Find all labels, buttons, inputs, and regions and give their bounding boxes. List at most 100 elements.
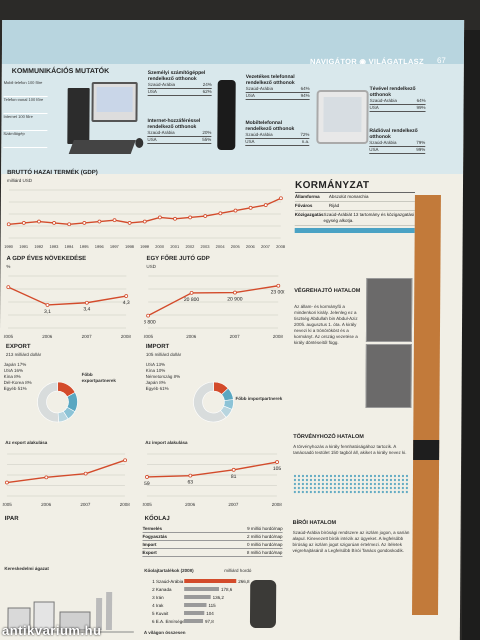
- data-point: [263, 203, 268, 207]
- bar: [184, 587, 220, 591]
- stat-label: Szaúd-Arábia: [147, 82, 176, 87]
- x-tick-label: 2006: [246, 244, 256, 249]
- category-label: 5 Kuvait: [152, 611, 169, 616]
- oil-barrel-image: [249, 580, 277, 628]
- stat-row: USA 62%: [147, 89, 212, 96]
- row-label: Termelés: [142, 526, 163, 531]
- series-line: [8, 286, 127, 306]
- value-label: 136,2: [213, 595, 225, 600]
- data-point: [142, 219, 147, 224]
- comm-row: Internet 100 főre: [3, 114, 48, 131]
- value-label: 97,8: [205, 619, 214, 624]
- stat-label: USA: [369, 105, 379, 110]
- communications-left-column: Mobil-telefon 100 főre Telefon-vonal 100…: [3, 80, 48, 148]
- stat-row: Szaúd-Arábia 20%: [147, 130, 212, 137]
- stat-label: USA: [245, 139, 255, 144]
- x-tick-label: 2002: [185, 244, 195, 249]
- stat-title: Vezetékes telefonnal rendelkező otthonok: [245, 74, 295, 86]
- bar: [184, 579, 237, 583]
- stat-value: 94%: [300, 93, 310, 98]
- row-label: Fogyasztás: [142, 534, 168, 539]
- stat-value: 64%: [416, 98, 426, 103]
- watermark: antikvarium.hu: [2, 623, 102, 638]
- export-trend-chart: 2005 2006 2007 2008: [3, 453, 131, 507]
- data-label: 59: [144, 481, 150, 487]
- category-label: 6 E.A. Emírségek: [152, 619, 188, 624]
- x-tick-label: 2005: [231, 244, 241, 249]
- stat-value: 99%: [416, 105, 426, 110]
- comm-row: Mobil-telefon 100 főre: [3, 80, 48, 97]
- computer-tower-image: [67, 88, 90, 144]
- x-tick-label: 2006: [186, 334, 197, 339]
- bar: [184, 611, 205, 615]
- growth-chart-unit: %: [6, 264, 11, 269]
- import-donut-chart: [193, 381, 234, 423]
- growth-chart: 2005 2006 3,1 2007 3,4 2008 4,3: [4, 275, 132, 339]
- x-tick-label: 2008: [273, 334, 284, 339]
- stat-row: USA 94%: [245, 93, 310, 100]
- stat-internet: Internet-hozzáféréssel rendelkező otthon…: [147, 118, 212, 144]
- keyboard-image: [68, 140, 136, 154]
- x-tick-label: 2008: [121, 334, 132, 339]
- bar: [184, 595, 211, 599]
- stat-value: 20%: [202, 130, 212, 135]
- data-label: 3,4: [83, 307, 90, 313]
- stat-value: 79%: [416, 140, 426, 145]
- data-point: [127, 221, 132, 225]
- per-capita-chart: 2005 13 800 2006 20 800 2007 20 900 2008 23 000: [144, 275, 284, 339]
- x-tick-label: 2006: [41, 502, 52, 507]
- x-tick-label: 2008: [276, 244, 286, 249]
- data-label: 3,1: [44, 309, 51, 315]
- series-line: [147, 285, 279, 317]
- data-point: [83, 471, 88, 476]
- stat-title: Rádióval rendelkező otthonok: [369, 128, 418, 140]
- data-label: 81: [231, 474, 237, 480]
- row-value: 8 millió hordó/nap: [246, 550, 283, 555]
- x-tick-label: 2000: [155, 244, 165, 249]
- oil-refinery-illustration: [3, 592, 134, 633]
- series-line: [146, 461, 278, 478]
- gov-row: Államforma Abszolút monarchia: [294, 193, 415, 202]
- stat-row: Szaúd-Arábia 64%: [369, 98, 426, 105]
- legislative-title: TÖRVÉNYHOZÓ HATALOM: [293, 434, 364, 440]
- communications-title: KOMMUNIKÁCIÓS MUTATÓK: [11, 68, 110, 75]
- data-point: [275, 460, 279, 464]
- government-panel: KORMÁNYZAT Államforma Abszolút monarchia …: [294, 180, 416, 233]
- x-tick-label: 2006: [42, 334, 53, 339]
- x-tick-label: 2005: [144, 334, 154, 339]
- x-tick-label: 2008: [272, 502, 283, 507]
- side-photo-strip: [412, 195, 441, 615]
- data-point: [218, 211, 223, 216]
- row-value: 9 millió hordó/nap: [247, 526, 283, 531]
- x-tick-label: 2006: [185, 502, 196, 507]
- stat-label: USA: [147, 89, 157, 94]
- data-point: [188, 473, 193, 478]
- bar: [183, 619, 204, 623]
- x-tick-label: 2005: [4, 334, 14, 339]
- data-point: [233, 290, 237, 295]
- data-point: [233, 208, 238, 213]
- industry-title: IPAR: [4, 516, 19, 522]
- x-tick-label: 1991: [19, 244, 29, 249]
- stat-label: Szaúd-Arábia: [147, 130, 175, 135]
- data-point: [6, 285, 11, 290]
- category-label: 4 Irak: [152, 603, 164, 608]
- x-tick-label: 1994: [65, 244, 75, 249]
- stat-row: USA 99%: [369, 147, 426, 154]
- stat-label: Szaúd-Arábia: [245, 86, 273, 91]
- stat-row: USA 55%: [147, 137, 212, 144]
- x-tick-label: 2008: [120, 502, 131, 507]
- blue-divider: [294, 228, 415, 233]
- import-title: IMPORT: [145, 344, 170, 350]
- data-point: [157, 215, 162, 220]
- growth-chart-title: A GDP ÉVES NÖVEKEDÉSE: [6, 256, 87, 262]
- stat-radio: Rádióval rendelkező otthonok Szaúd-Arábi…: [369, 128, 426, 154]
- pie-slice: [193, 381, 227, 423]
- stat-row: Szaúd-Arábia 79%: [369, 140, 426, 147]
- crown-prince-portrait: [365, 344, 412, 408]
- executive-title: VÉGREHAJTÓ HATALOM: [294, 288, 361, 294]
- row-label: Import: [142, 542, 157, 547]
- data-point: [84, 300, 89, 305]
- oil-table: Termelés 9 millió hordó/nap Fogyasztás 2 m…: [142, 525, 283, 557]
- gdp-chart-unit: milliárd USD: [7, 178, 33, 183]
